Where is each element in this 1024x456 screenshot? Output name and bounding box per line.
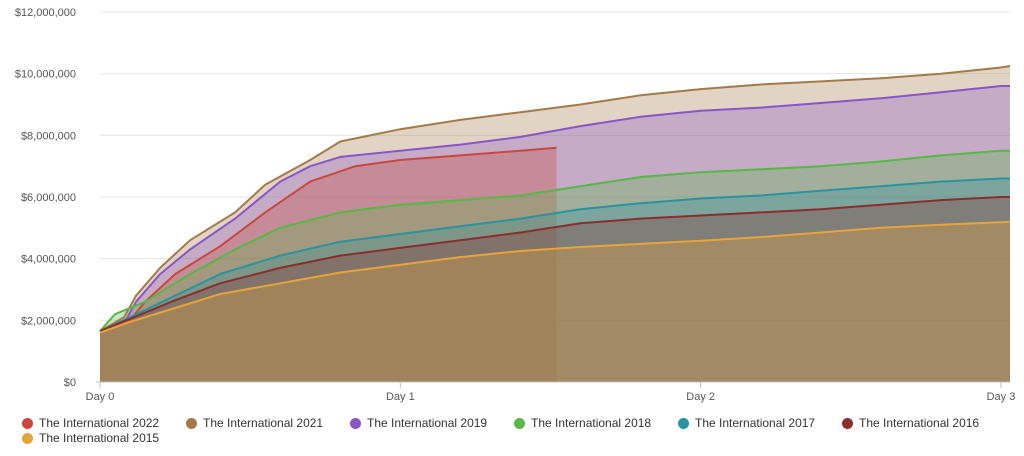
series-area <box>100 66 1010 382</box>
legend-marker <box>186 417 197 429</box>
y-tick-label: $4,000,000 <box>21 254 76 266</box>
series-line <box>99 196 1010 333</box>
legend-marker <box>22 417 33 429</box>
y-tick-label: $6,000,000 <box>21 192 76 204</box>
legend-marker <box>842 417 853 429</box>
legend-marker <box>350 417 361 429</box>
y-tick-label: $0 <box>64 377 76 389</box>
legend-item[interactable]: The International 2017 <box>678 416 815 430</box>
y-tick-label: $10,000,000 <box>15 69 76 81</box>
legend-label: The International 2015 <box>39 431 160 445</box>
series-area <box>100 178 1010 382</box>
legend-label: The International 2022 <box>39 416 160 430</box>
legend-item[interactable]: The International 2019 <box>350 416 487 430</box>
series-line <box>99 65 1011 332</box>
legend-label: The International 2021 <box>203 416 324 430</box>
legend-label: The International 2017 <box>695 416 816 430</box>
legend-marker <box>678 417 689 429</box>
legend-label: The International 2016 <box>859 416 980 430</box>
x-tick-label: Day 3 <box>987 391 1016 403</box>
legend-item[interactable]: The International 2018 <box>514 416 651 430</box>
y-tick-label: $8,000,000 <box>21 130 76 142</box>
legend-marker <box>514 417 525 429</box>
legend-item[interactable]: The International 2021 <box>186 416 323 430</box>
legend-marker <box>22 432 33 444</box>
series-area <box>100 197 1010 382</box>
legend-item[interactable]: The International 2016 <box>842 416 979 430</box>
series-area <box>100 150 1010 382</box>
series-line <box>99 177 1010 333</box>
series-area <box>100 86 1010 382</box>
series-line <box>99 220 1011 334</box>
x-tick-label: Day 0 <box>86 391 115 403</box>
series-line <box>99 146 557 333</box>
legend-label: The International 2019 <box>367 416 488 430</box>
y-tick-label: $2,000,000 <box>21 315 76 327</box>
series-line <box>99 85 1010 333</box>
series-area <box>100 147 557 382</box>
legend-label: The International 2018 <box>531 416 652 430</box>
legend-item[interactable]: The International 2015 <box>22 431 159 445</box>
x-tick-label: Day 2 <box>686 391 715 403</box>
y-tick-label: $12,000,000 <box>15 7 76 19</box>
legend-item[interactable]: The International 2022 <box>22 416 159 430</box>
x-tick-label: Day 1 <box>386 391 415 403</box>
series-line <box>99 149 1010 332</box>
series-area <box>100 221 1010 382</box>
